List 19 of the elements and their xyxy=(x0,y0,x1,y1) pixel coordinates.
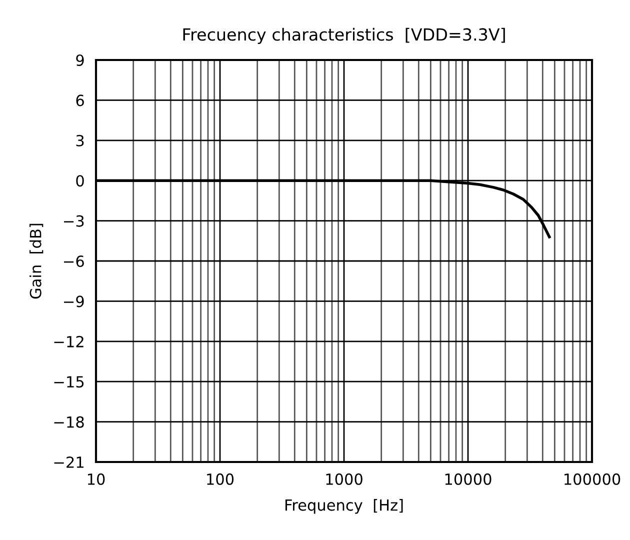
y-tick-label: −12 xyxy=(54,336,84,348)
y-tick-label: 3 xyxy=(76,134,84,146)
chart-title: Frecuency characteristics [VDD=3.3V] xyxy=(183,28,505,44)
y-tick-label: −6 xyxy=(64,255,84,268)
y-tick-label: −21 xyxy=(54,456,84,468)
x-tick-label: 100000 xyxy=(564,473,620,485)
x-tick-label: 100 xyxy=(207,473,234,485)
x-tick-label: 10000 xyxy=(445,473,492,485)
y-tick-label: 0 xyxy=(76,175,84,187)
y-tick-label: −15 xyxy=(54,376,84,388)
x-tick-label: 1000 xyxy=(326,473,362,485)
x-tick-label: 10 xyxy=(88,473,105,485)
x-axis-title: Frequency [Hz] xyxy=(285,499,403,514)
y-tick-label: −9 xyxy=(64,296,84,308)
y-tick-label: 9 xyxy=(76,54,84,66)
y-tick-label: −3 xyxy=(64,215,84,227)
y-tick-label: 6 xyxy=(76,94,84,106)
y-axis-title: Gain [dB] xyxy=(30,224,44,299)
y-tick-label: −18 xyxy=(54,416,84,428)
